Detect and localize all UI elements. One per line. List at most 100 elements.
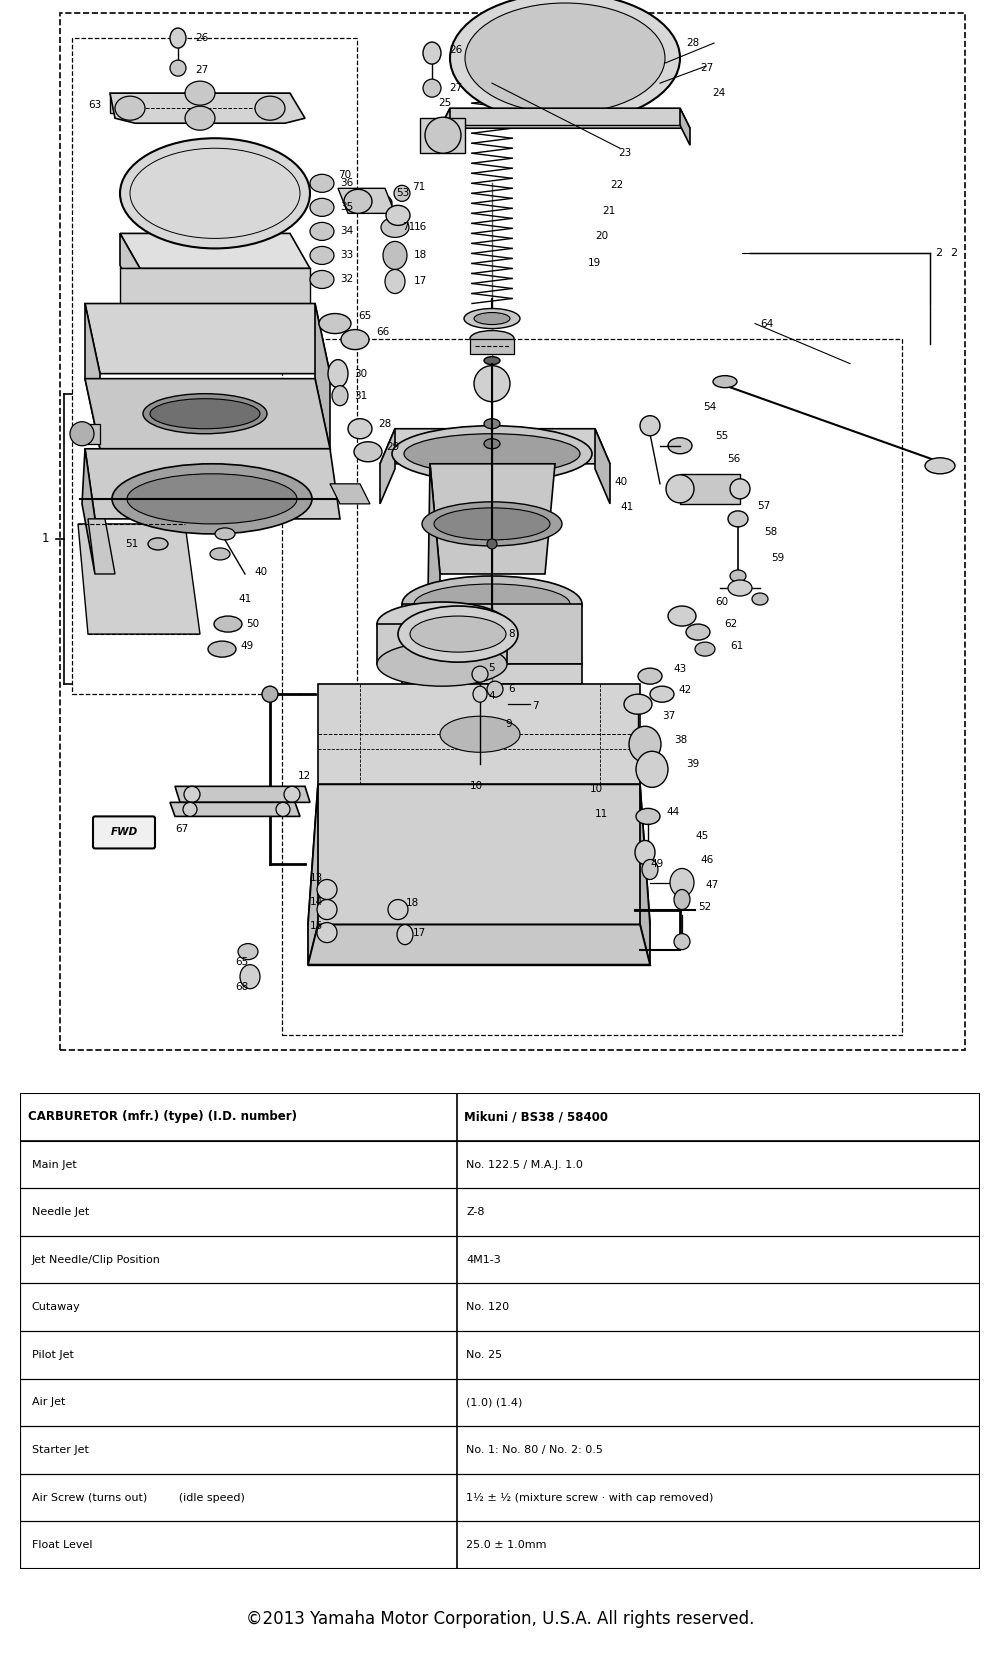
Ellipse shape [674, 890, 690, 910]
Polygon shape [85, 379, 330, 449]
Ellipse shape [624, 694, 652, 714]
Text: 55: 55 [715, 431, 728, 441]
Text: 53: 53 [396, 189, 409, 199]
Text: 13: 13 [310, 873, 323, 883]
Ellipse shape [115, 97, 145, 120]
Ellipse shape [183, 803, 197, 816]
Ellipse shape [484, 419, 500, 429]
Text: 25: 25 [438, 98, 451, 108]
Text: 33: 33 [340, 250, 353, 260]
Polygon shape [377, 624, 507, 664]
Text: 29: 29 [386, 442, 399, 452]
Polygon shape [110, 93, 305, 124]
Text: 64: 64 [760, 319, 773, 329]
Ellipse shape [120, 139, 310, 249]
Polygon shape [402, 664, 582, 684]
Text: CARBURETOR (mfr.) (type) (I.D. number): CARBURETOR (mfr.) (type) (I.D. number) [28, 1110, 297, 1123]
Text: 10: 10 [470, 781, 483, 791]
Ellipse shape [310, 199, 334, 217]
Ellipse shape [276, 803, 290, 816]
Ellipse shape [317, 880, 337, 900]
Text: 17: 17 [414, 277, 427, 287]
Ellipse shape [185, 107, 215, 130]
Ellipse shape [752, 592, 768, 606]
Polygon shape [680, 108, 690, 145]
Ellipse shape [487, 681, 503, 698]
Ellipse shape [629, 726, 661, 763]
Ellipse shape [668, 606, 696, 626]
Polygon shape [88, 519, 115, 574]
Polygon shape [428, 464, 440, 604]
Ellipse shape [170, 60, 186, 77]
Text: 17: 17 [413, 928, 426, 938]
Ellipse shape [472, 666, 488, 683]
Ellipse shape [695, 643, 715, 656]
Ellipse shape [185, 82, 215, 105]
Ellipse shape [238, 943, 258, 960]
Ellipse shape [127, 474, 297, 524]
FancyBboxPatch shape [93, 816, 155, 848]
Ellipse shape [377, 603, 507, 646]
Text: 7: 7 [532, 701, 539, 711]
Ellipse shape [317, 900, 337, 920]
Ellipse shape [70, 422, 94, 446]
Text: 39: 39 [686, 759, 699, 769]
Text: 65: 65 [235, 956, 248, 966]
Text: 42: 42 [678, 686, 691, 696]
Text: 41: 41 [620, 502, 633, 512]
Text: 71: 71 [402, 222, 415, 232]
Ellipse shape [148, 537, 168, 551]
Polygon shape [440, 108, 690, 129]
Ellipse shape [317, 923, 337, 943]
Ellipse shape [348, 419, 372, 439]
Ellipse shape [392, 426, 592, 482]
Text: 26: 26 [195, 33, 208, 43]
Polygon shape [120, 234, 310, 269]
Text: 41: 41 [238, 594, 251, 604]
Text: 68: 68 [235, 981, 248, 991]
Ellipse shape [341, 329, 369, 349]
Bar [20, 1332, 980, 1379]
Text: 18: 18 [406, 898, 419, 908]
Ellipse shape [425, 117, 461, 154]
Bar [20, 1522, 980, 1569]
Polygon shape [380, 429, 610, 464]
Text: 36: 36 [340, 179, 353, 189]
Ellipse shape [728, 511, 748, 527]
Polygon shape [430, 464, 555, 574]
Bar [20, 1283, 980, 1332]
Bar [20, 1188, 980, 1235]
Polygon shape [380, 429, 395, 504]
Text: 40: 40 [614, 477, 627, 487]
Text: Air Jet: Air Jet [32, 1397, 65, 1407]
Ellipse shape [310, 247, 334, 264]
Text: 5: 5 [488, 663, 495, 673]
Text: 22: 22 [610, 180, 623, 190]
Text: No. 1: No. 80 / No. 2: 0.5: No. 1: No. 80 / No. 2: 0.5 [466, 1445, 603, 1455]
Text: 28: 28 [686, 38, 699, 48]
Text: 23: 23 [618, 149, 631, 159]
Text: 38: 38 [674, 736, 687, 746]
Text: 34: 34 [340, 227, 353, 237]
Text: 11: 11 [595, 809, 608, 819]
Text: 27: 27 [700, 63, 713, 73]
Ellipse shape [674, 933, 690, 950]
Text: No. 122.5 / M.A.J. 1.0: No. 122.5 / M.A.J. 1.0 [466, 1160, 583, 1170]
Text: 37: 37 [662, 711, 675, 721]
Text: 27: 27 [449, 83, 462, 93]
Ellipse shape [319, 314, 351, 334]
Ellipse shape [487, 539, 497, 549]
Text: No. 120: No. 120 [466, 1302, 510, 1312]
Text: Starter Jet: Starter Jet [32, 1445, 88, 1455]
Text: 67: 67 [175, 824, 188, 834]
Ellipse shape [354, 442, 382, 462]
Ellipse shape [474, 312, 510, 324]
Text: Air Screw (turns out)         (idle speed): Air Screw (turns out) (idle speed) [32, 1492, 244, 1502]
Ellipse shape [388, 900, 408, 920]
Ellipse shape [728, 581, 752, 596]
Ellipse shape [262, 686, 278, 703]
Bar [20, 1474, 980, 1522]
Polygon shape [640, 784, 650, 965]
Ellipse shape [310, 174, 334, 192]
Text: 44: 44 [666, 808, 679, 818]
